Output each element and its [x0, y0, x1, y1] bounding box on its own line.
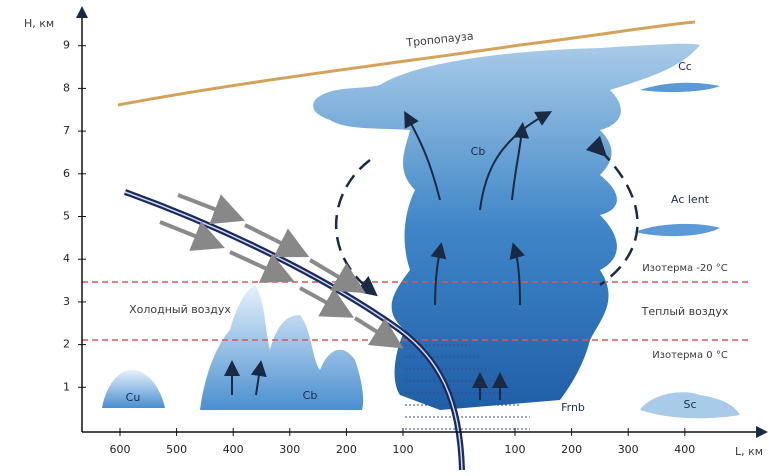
updraft-arrows	[224, 110, 552, 400]
air-mass-label: Теплый воздух	[641, 305, 729, 318]
x-tick-label: 400	[223, 443, 244, 456]
cloud-label: Cb	[471, 145, 486, 158]
x-tick-label: 100	[393, 443, 414, 456]
isotherm-label: Изотерма -20 °C	[642, 263, 728, 274]
y-tick-label: 7	[63, 124, 70, 137]
x-tick-label: 100	[505, 443, 526, 456]
circulation-arrow	[335, 159, 378, 297]
precipitation	[405, 344, 530, 430]
x-tick-label: 200	[561, 443, 582, 456]
cloud-label: Cb	[303, 389, 318, 402]
cloud-label: Ac lent	[671, 193, 710, 206]
sc-cloud	[640, 392, 740, 419]
y-axis-label: H, км	[24, 17, 54, 30]
x-axis-label: L, км	[735, 445, 763, 458]
cb-cloud	[313, 43, 700, 411]
tropopause-line	[117, 20, 696, 107]
cloud-label: Cc	[678, 60, 692, 73]
isotherm-label: Изотерма 0 °C	[652, 350, 728, 361]
y-tick-label: 2	[63, 338, 70, 351]
x-tick-label: 300	[618, 443, 639, 456]
y-tick-label: 3	[63, 295, 70, 308]
y-tick-label: 5	[63, 210, 70, 223]
y-tick-label: 4	[63, 252, 70, 265]
tropopause-label: Тропопауза	[405, 30, 474, 50]
x-tick-label: 400	[674, 443, 695, 456]
x-tick-label: 200	[336, 443, 357, 456]
x-tick-label: 500	[166, 443, 187, 456]
x-tick-label: 600	[110, 443, 131, 456]
y-tick-label: 8	[63, 81, 70, 94]
cloud-label: Sc	[683, 398, 696, 411]
cloud-label: Cu	[126, 391, 141, 404]
cc-cloud	[640, 82, 720, 93]
ac-cloud	[635, 223, 720, 237]
circulation-arrow	[585, 135, 639, 287]
y-tick-label: 1	[63, 380, 70, 393]
flow-arrows	[159, 193, 404, 349]
cloud-label: Frnb	[561, 401, 585, 414]
x-tick-label: 300	[279, 443, 300, 456]
y-tick-label: 6	[63, 167, 70, 180]
cb-small-cloud	[200, 285, 364, 410]
air-mass-label: Холодный воздух	[129, 303, 231, 316]
y-tick-label: 9	[63, 39, 70, 52]
cu-cloud	[102, 369, 165, 408]
